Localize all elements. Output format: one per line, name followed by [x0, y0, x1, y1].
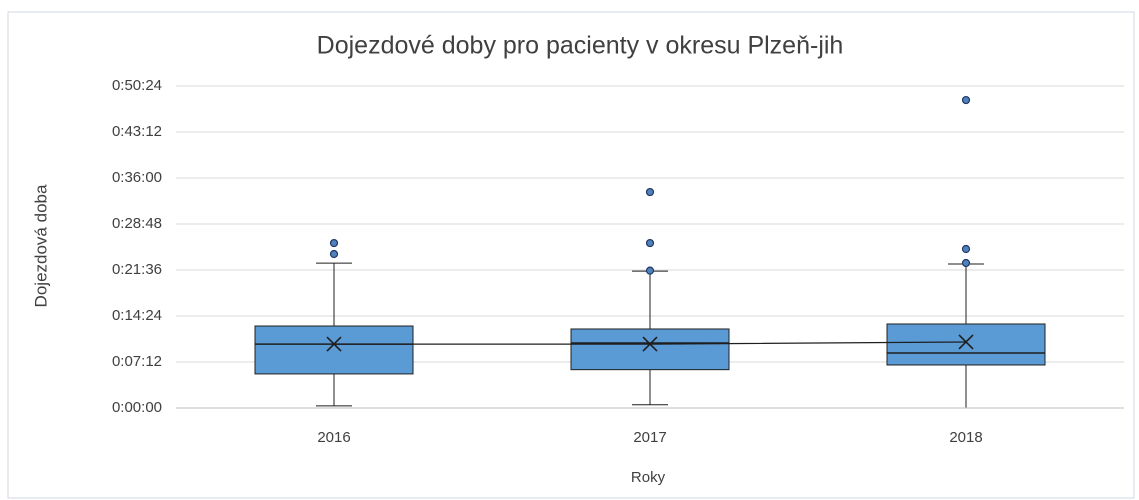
- y-axis-label: Dojezdová doba: [31, 184, 50, 307]
- outlier: [961, 95, 971, 105]
- outlier: [645, 187, 655, 197]
- chart-title: Dojezdové doby pro pacienty v okresu Plz…: [317, 32, 844, 60]
- y-tick-label: 0:21:36: [112, 261, 162, 278]
- outlier: [961, 244, 971, 254]
- y-tick-label: 0:28:48: [112, 215, 162, 232]
- mean-marker: [642, 336, 658, 352]
- y-tick-label: 0:36:00: [112, 169, 162, 186]
- x-tick-label: 2018: [949, 429, 982, 446]
- box: [886, 323, 1046, 366]
- x-axis-label: Roky: [631, 469, 666, 486]
- box: [254, 325, 414, 375]
- y-tick-label: 0:07:12: [112, 353, 162, 370]
- x-tick-label: 2017: [633, 429, 666, 446]
- chart-frame: [7, 11, 1135, 499]
- outlier: [645, 266, 655, 275]
- outlier: [329, 249, 339, 259]
- outlier: [329, 238, 339, 248]
- mean-marker: [958, 334, 974, 350]
- mean-marker: [326, 336, 342, 352]
- y-tick-label: 0:50:24: [112, 77, 162, 94]
- outlier: [961, 258, 971, 268]
- box: [570, 328, 730, 371]
- outlier: [645, 238, 655, 248]
- y-tick-label: 0:43:12: [112, 123, 162, 140]
- y-tick-label: 0:14:24: [112, 307, 162, 324]
- y-tick-label: 0:00:00: [112, 399, 162, 416]
- x-tick-label: 2016: [317, 429, 350, 446]
